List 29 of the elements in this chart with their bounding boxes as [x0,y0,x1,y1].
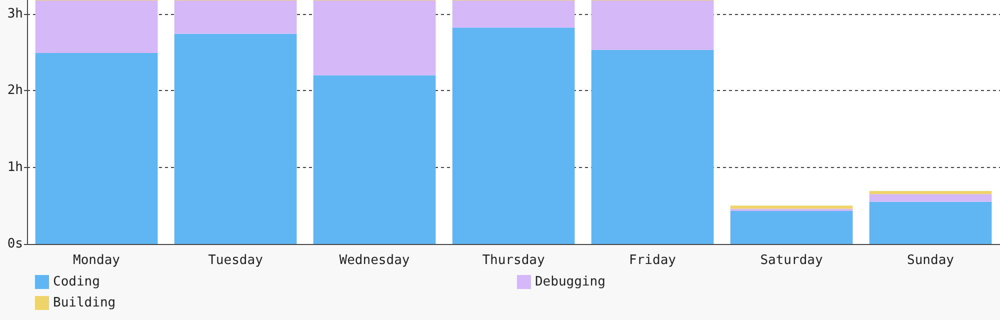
bar [452,28,575,244]
legend-label: Debugging [534,274,606,290]
x-tick-label: Saturday [760,253,823,268]
bar [730,206,853,209]
bar [869,191,992,194]
y-tick-label: 0s [7,236,23,252]
bar [869,194,992,202]
y-tick-label: 1h [7,160,23,175]
legend-label: Building [53,296,116,310]
bar [452,0,575,28]
x-tick-label: Monday [73,253,120,268]
bar [591,0,714,50]
y-tick-label: 2h [7,83,23,98]
x-tick-label: Tuesday [208,253,264,268]
x-tick-label: Sunday [907,253,954,268]
bar [313,0,436,76]
bar [730,211,853,244]
x-tick-label: Wednesday [339,253,410,268]
bar [869,202,992,244]
x-tick-label: Friday [629,253,676,268]
bar [174,0,297,34]
y-tick-label: 3h [7,6,23,22]
bar [591,50,714,244]
bar [35,0,158,53]
bar [174,34,297,244]
legend-label: Coding [53,274,100,290]
bar [35,52,158,244]
x-tick-label: Thursday [482,253,545,268]
bar [313,75,436,244]
